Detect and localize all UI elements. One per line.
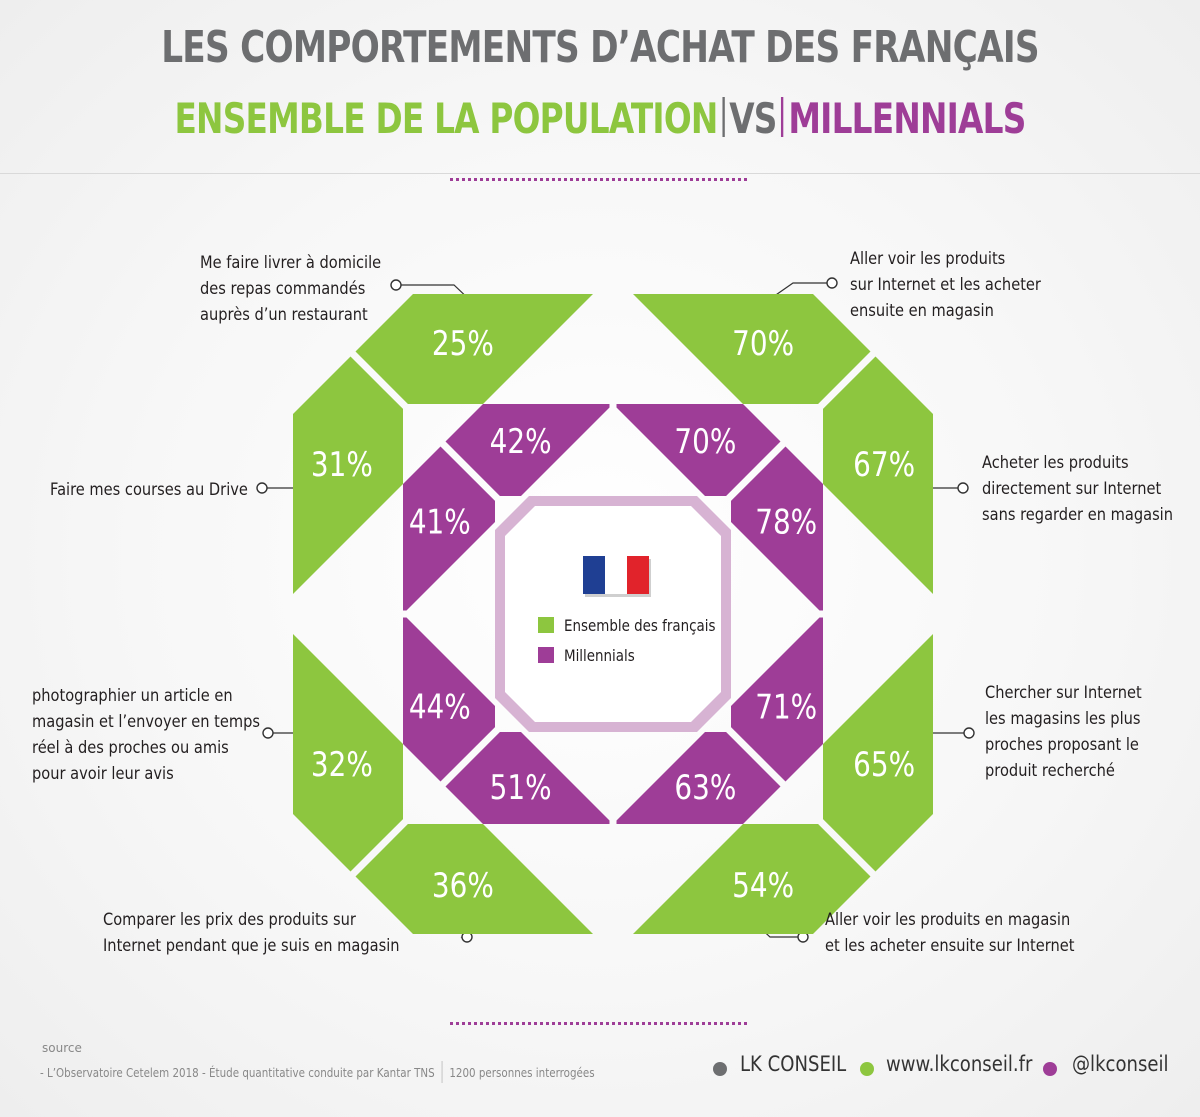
millennials-value-label: 51%	[490, 769, 552, 808]
label-top-left: Me faire livrer à domicile des repas com…	[200, 253, 382, 325]
total-value-label: 65%	[853, 745, 915, 784]
millennials-segment	[616, 732, 781, 824]
millennials-value-label: 42%	[490, 422, 552, 461]
dotted-divider	[450, 178, 750, 181]
millennials-value-label: 41%	[409, 503, 471, 542]
bullet-dot-icon	[860, 1062, 874, 1076]
page-subtitle: ENSEMBLE DE LA POPULATION VS MILLENNIALS	[132, 94, 1068, 143]
millennials-value-label: 70%	[674, 422, 736, 461]
total-value-label: 31%	[311, 445, 373, 484]
total-segment	[293, 356, 403, 594]
source-line: - L’Observatoire Cetelem 2018 - Étude qu…	[40, 1061, 595, 1083]
connector-dot-icon	[390, 279, 402, 291]
label-mid-left-top: Faire mes courses au Drive	[50, 480, 248, 500]
millennials-value-label: 63%	[674, 769, 736, 808]
total-value-label: 67%	[853, 445, 915, 484]
millennials-segment	[403, 617, 495, 782]
millennials-segment	[616, 404, 781, 496]
connector-dot-icon	[957, 482, 969, 494]
subtitle-divider	[781, 97, 784, 137]
label-bottom-left: Comparer les prix des produits sur Inter…	[103, 910, 400, 956]
connector-dot-icon	[826, 277, 838, 289]
website-link[interactable]: www.lkconseil.fr	[886, 1052, 1033, 1076]
millennials-value-label: 78%	[755, 503, 817, 542]
millennials-segment	[445, 732, 610, 824]
millennials-segment	[445, 404, 610, 496]
millennials-segment	[731, 617, 823, 782]
total-segment	[355, 824, 593, 934]
total-value-label: 32%	[311, 745, 373, 784]
label-mid-right-top: Acheter les produits directement sur Int…	[982, 453, 1174, 525]
bullet-dot-icon	[1043, 1062, 1057, 1076]
source-text: - L’Observatoire Cetelem 2018 - Étude qu…	[40, 1066, 435, 1080]
connector-dot-icon	[262, 727, 274, 739]
total-value-label: 70%	[732, 324, 794, 363]
millennials-segment	[731, 446, 823, 611]
legend-label: Millennials	[564, 647, 635, 665]
label-top-right: Aller voir les produits sur Internet et …	[850, 249, 1041, 321]
legend-label: Ensemble des français	[564, 617, 716, 635]
dotted-divider	[450, 1022, 750, 1025]
france-flag-icon	[583, 556, 649, 594]
page-title: LES COMPORTEMENTS D’ACHAT DES FRANÇAIS	[161, 22, 1039, 73]
total-segment	[633, 824, 871, 934]
chart-segments: 70% 70% 67% 78% 65% 71% 54% 63% 36% 51% 32% 44% 31% 4…	[293, 294, 933, 934]
total-segment	[355, 294, 593, 404]
connector-dot-icon	[256, 482, 268, 494]
total-segment	[293, 634, 403, 872]
total-value-label: 36%	[432, 866, 494, 905]
millennials-segment	[403, 446, 495, 611]
footer-separator	[441, 1061, 443, 1083]
label-mid-left-bottom: photographier un article en magasin et l…	[32, 686, 261, 784]
subtitle-left: ENSEMBLE DE LA POPULATION	[174, 94, 718, 143]
social-handle[interactable]: @lkconseil	[1072, 1052, 1169, 1076]
sample-size: 1200 personnes interrogées	[449, 1066, 595, 1080]
legend-swatch	[538, 617, 554, 633]
connector-dot-icon	[963, 727, 975, 739]
total-segment	[633, 294, 871, 404]
subtitle-divider	[722, 97, 725, 137]
brand-name: LK CONSEIL	[740, 1052, 847, 1076]
center-legend: Ensemble des français Millennials	[495, 496, 731, 732]
total-segment	[823, 356, 933, 594]
subtitle-right: MILLENNIALS	[788, 94, 1026, 143]
center-hub	[505, 506, 721, 722]
label-bottom-right: Aller voir les produits en magasin et le…	[825, 910, 1075, 956]
millennials-value-label: 71%	[755, 688, 817, 727]
header-divider	[0, 173, 1200, 174]
source-label: source	[42, 1041, 82, 1055]
label-mid-right-bottom: Chercher sur Internet les magasins les p…	[985, 683, 1142, 781]
bullet-dot-icon	[713, 1062, 727, 1076]
total-segment	[823, 634, 933, 872]
legend-swatch	[538, 647, 554, 663]
subtitle-vs: VS	[729, 94, 777, 143]
total-value-label: 54%	[732, 866, 794, 905]
millennials-value-label: 44%	[409, 688, 471, 727]
total-value-label: 25%	[432, 324, 494, 363]
